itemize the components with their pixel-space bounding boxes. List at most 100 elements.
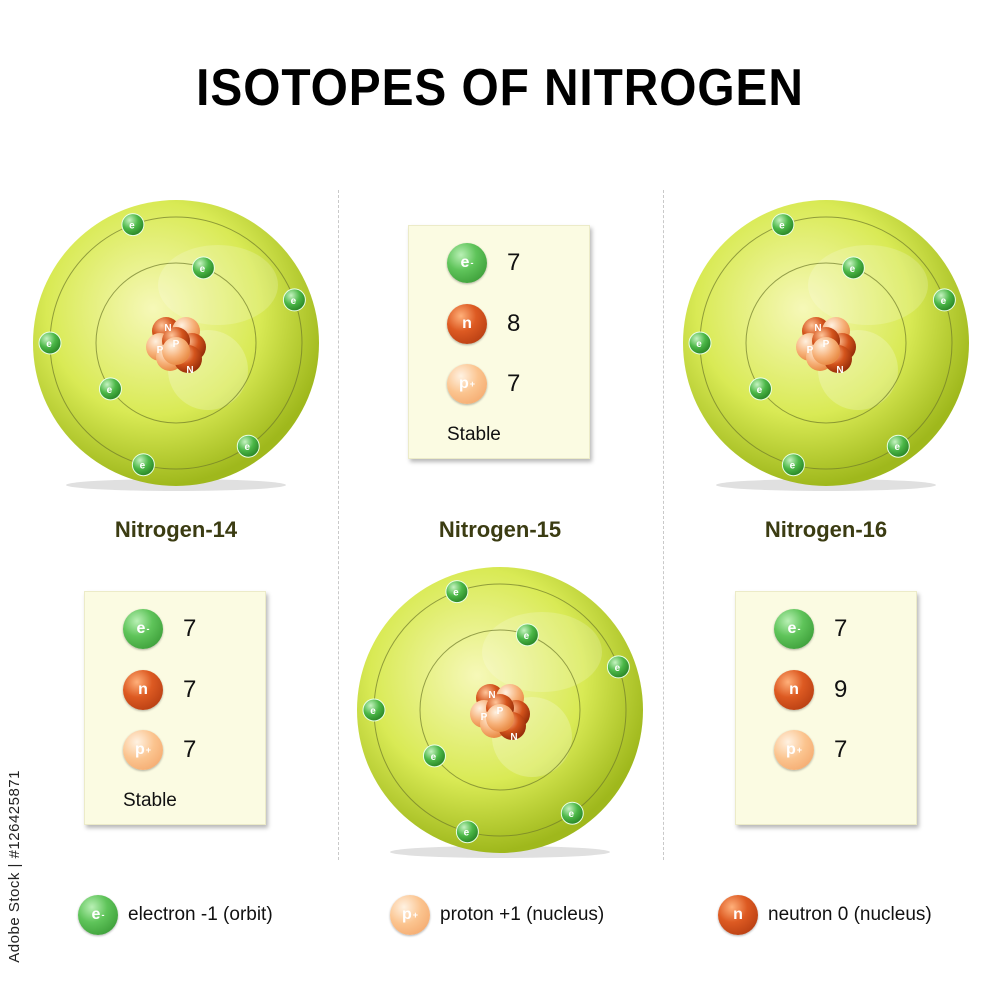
electron: e (422, 744, 446, 768)
electron: e (131, 453, 155, 477)
electron-icon: e- (78, 895, 118, 935)
electron: e (771, 213, 795, 237)
nucleus-letter: N (488, 690, 495, 701)
neutron-count: 9 (834, 676, 848, 703)
electron: e (98, 377, 122, 401)
page-title: ISOTOPES OF NITROGEN (196, 59, 804, 117)
nucleus-letter: N (814, 323, 821, 334)
proton-icon: p + (123, 730, 163, 770)
electron-count: 7 (183, 615, 197, 642)
electron: e (191, 256, 215, 280)
electron: e (445, 580, 469, 604)
neutron-icon: n (123, 670, 163, 710)
svg-text:e: e (464, 828, 470, 839)
proton-count: 7 (183, 736, 197, 763)
svg-text:e: e (140, 461, 146, 472)
electron: e (38, 331, 62, 355)
svg-text:e: e (200, 264, 206, 275)
stability-label: Stable (123, 790, 177, 811)
proton-count-row: p + 7 (123, 728, 196, 772)
legend-proton: p + proton +1 (nucleus) (390, 890, 604, 940)
proton-count-row: p + 7 (774, 728, 847, 772)
nucleus-letter: P (157, 345, 164, 356)
legend-neutron: n neutron 0 (nucleus) (718, 890, 932, 940)
svg-text:e: e (894, 442, 900, 453)
electron-count: 7 (834, 615, 848, 642)
svg-text:e: e (941, 296, 947, 307)
proton-count-row: p + 7 (447, 362, 520, 406)
neutron-icon: n (718, 895, 758, 935)
electron: e (886, 434, 910, 458)
svg-text:e: e (850, 264, 856, 275)
electron-count: 7 (507, 249, 521, 276)
nucleus-letter: P (807, 345, 814, 356)
electron: e (841, 256, 865, 280)
nucleus-letter: P (173, 339, 180, 350)
electron-count-row: e- 7 (774, 607, 847, 651)
svg-text:e: e (244, 442, 250, 453)
legend-proton-label: proton +1 (nucleus) (440, 904, 605, 925)
nucleus-letter: P (823, 339, 830, 350)
electron-count-row: e- 7 (447, 241, 520, 285)
neutron-count-row: n 8 (447, 302, 520, 346)
nucleus-letter: P (481, 712, 488, 723)
electron: e (560, 801, 584, 825)
svg-text:e: e (291, 296, 297, 307)
svg-text:e: e (107, 385, 113, 396)
svg-text:e: e (615, 663, 621, 674)
svg-text:e: e (431, 752, 437, 763)
legend-electron-label: electron -1 (orbit) (128, 904, 273, 925)
nucleus-proton (162, 337, 190, 365)
svg-text:e: e (129, 221, 135, 232)
proton-icon: p + (390, 895, 430, 935)
electron-icon: e- (447, 243, 487, 283)
svg-text:e: e (779, 221, 785, 232)
proton-count: 7 (507, 370, 521, 397)
info-card-nitrogen-14: e- 7 n 7 p + 7 Stable (84, 591, 266, 825)
nucleus-letter: N (186, 365, 193, 376)
neutron-count-row: n 9 (774, 668, 847, 712)
info-card-nitrogen-15: e- 7 n 8 p + 7 Stable (408, 225, 590, 459)
electron: e (121, 213, 145, 237)
svg-text:e: e (757, 385, 763, 396)
proton-icon: p + (774, 730, 814, 770)
svg-text:e: e (524, 631, 530, 642)
nucleus-proton (812, 337, 840, 365)
proton-count: 7 (834, 736, 848, 763)
neutron-count: 8 (507, 310, 521, 337)
nucleus-letter: P (497, 706, 504, 717)
nucleus-letter: N (164, 323, 171, 334)
isotope-label-nitrogen-14: Nitrogen-14 (114, 517, 238, 542)
electron-icon: e- (774, 609, 814, 649)
svg-text:e: e (46, 339, 52, 350)
electron: e (932, 288, 956, 312)
svg-text:e: e (370, 706, 376, 717)
stability-label: Stable (447, 424, 501, 445)
neutron-icon: n (447, 304, 487, 344)
electron: e (236, 434, 260, 458)
stock-watermark: Adobe Stock | #126425871 (6, 770, 23, 963)
electron-count-row: e- 7 (123, 607, 196, 651)
column-divider-right (663, 190, 664, 860)
nucleus-proton (486, 704, 514, 732)
electron: e (515, 623, 539, 647)
legend-neutron-label: neutron 0 (nucleus) (768, 904, 932, 925)
nucleus-letter: N (510, 732, 517, 743)
neutron-icon: n (774, 670, 814, 710)
svg-text:e: e (568, 809, 574, 820)
neutron-count: 7 (183, 676, 197, 703)
neutron-count-row: n 7 (123, 668, 196, 712)
electron: e (606, 655, 630, 679)
isotope-label-nitrogen-16: Nitrogen-16 (764, 517, 888, 542)
electron: e (781, 453, 805, 477)
electron: e (362, 698, 386, 722)
svg-text:e: e (696, 339, 702, 350)
electron-icon: e- (123, 609, 163, 649)
isotope-label-nitrogen-15: Nitrogen-15 (438, 517, 562, 542)
